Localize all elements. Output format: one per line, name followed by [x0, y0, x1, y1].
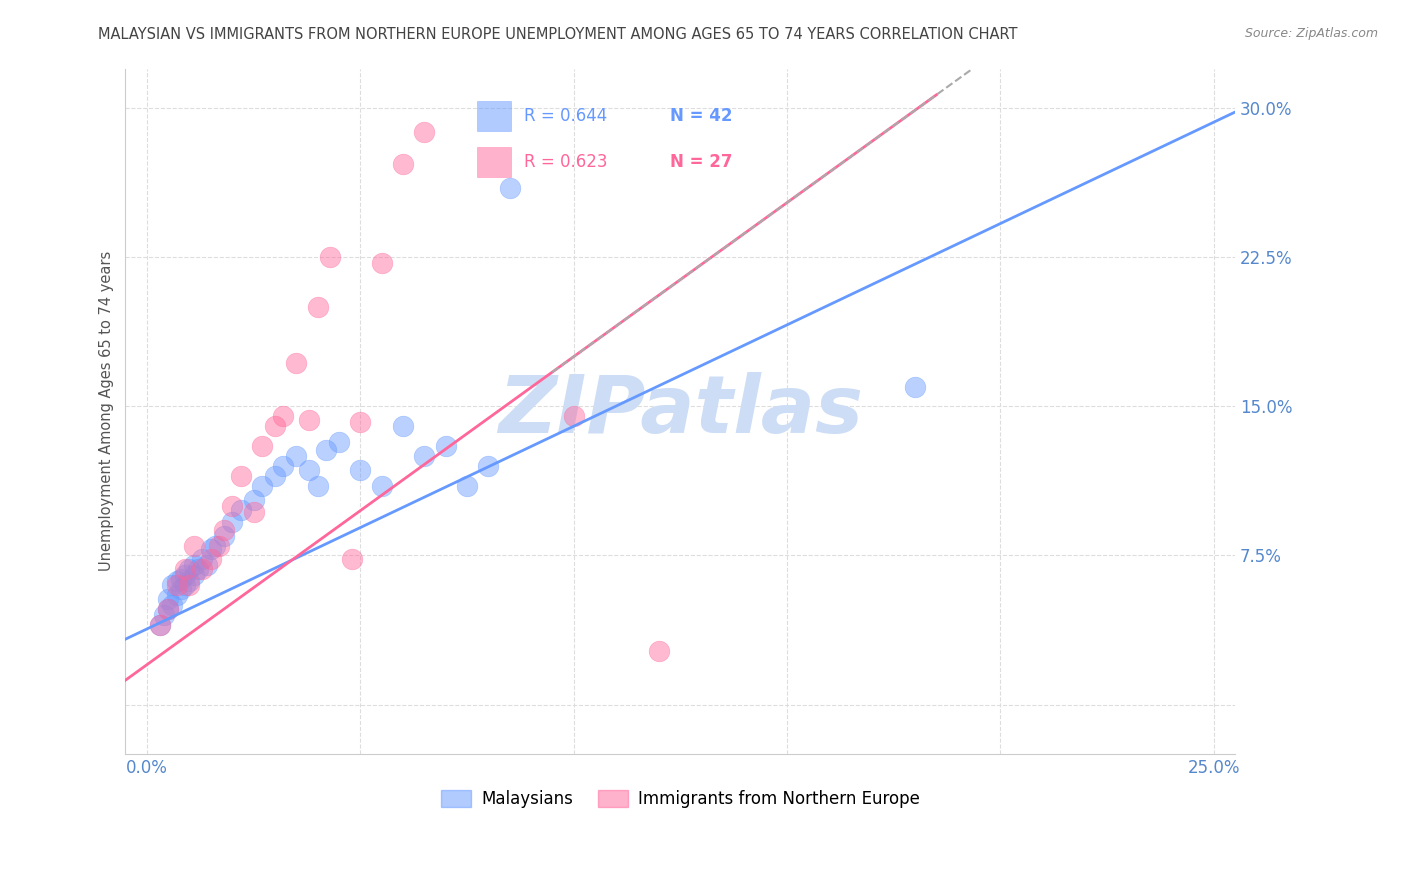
Point [319, 250, 342, 264]
Point [242, 492, 264, 507]
Point [298, 413, 321, 427]
Point [221, 499, 243, 513]
Text: ZIPatlas: ZIPatlas [498, 372, 863, 450]
Point [212, 528, 235, 542]
Point [250, 439, 273, 453]
Point [170, 582, 193, 597]
Text: Source: ZipAtlas.com: Source: ZipAtlas.com [1244, 27, 1378, 40]
Point [179, 562, 201, 576]
Point [315, 443, 337, 458]
Point [166, 574, 188, 589]
Point [200, 542, 222, 557]
Point [187, 562, 209, 576]
Point [434, 439, 457, 453]
Point [413, 125, 436, 139]
Point [392, 419, 415, 434]
Point [157, 602, 180, 616]
Point [273, 409, 295, 424]
Point [195, 558, 218, 573]
Point [392, 157, 415, 171]
Point [263, 419, 285, 434]
Text: MALAYSIAN VS IMMIGRANTS FROM NORTHERN EUROPE UNEMPLOYMENT AMONG AGES 65 TO 74 YE: MALAYSIAN VS IMMIGRANTS FROM NORTHERN EU… [98, 27, 1018, 42]
Point [562, 409, 585, 424]
Point [174, 562, 197, 576]
Y-axis label: Unemployment Among Ages 65 to 74 years: Unemployment Among Ages 65 to 74 years [100, 252, 114, 572]
Point [298, 463, 321, 477]
Point [307, 479, 329, 493]
Point [149, 618, 172, 632]
Point [191, 562, 214, 576]
Point [162, 598, 184, 612]
Point [179, 574, 201, 589]
Point [456, 479, 478, 493]
Point [174, 578, 197, 592]
Point [229, 469, 252, 483]
Point [174, 568, 197, 582]
Point [413, 449, 436, 463]
Point [370, 479, 392, 493]
Point [200, 552, 222, 566]
Point [242, 505, 264, 519]
Point [166, 588, 188, 602]
Point [208, 539, 231, 553]
Point [307, 300, 329, 314]
Point [191, 552, 214, 566]
Point [183, 539, 205, 553]
Point [285, 449, 308, 463]
Point [162, 578, 184, 592]
Point [250, 479, 273, 493]
Point [648, 644, 671, 658]
Point [204, 539, 226, 553]
Point [212, 523, 235, 537]
Point [904, 379, 927, 393]
Point [179, 578, 201, 592]
Point [153, 608, 176, 623]
Point [221, 515, 243, 529]
Point [328, 435, 350, 450]
Point [273, 458, 295, 473]
Point [229, 502, 252, 516]
Point [477, 458, 499, 473]
Point [498, 181, 520, 195]
Point [157, 602, 180, 616]
Point [263, 469, 285, 483]
Point [157, 592, 180, 607]
Point [349, 463, 371, 477]
Point [183, 568, 205, 582]
Point [149, 618, 172, 632]
Point [166, 578, 188, 592]
Point [349, 415, 371, 429]
Point [340, 552, 363, 566]
Point [170, 572, 193, 586]
Point [183, 558, 205, 573]
Point [370, 256, 392, 270]
Point [285, 356, 308, 370]
Legend: Malaysians, Immigrants from Northern Europe: Malaysians, Immigrants from Northern Eur… [434, 783, 927, 814]
